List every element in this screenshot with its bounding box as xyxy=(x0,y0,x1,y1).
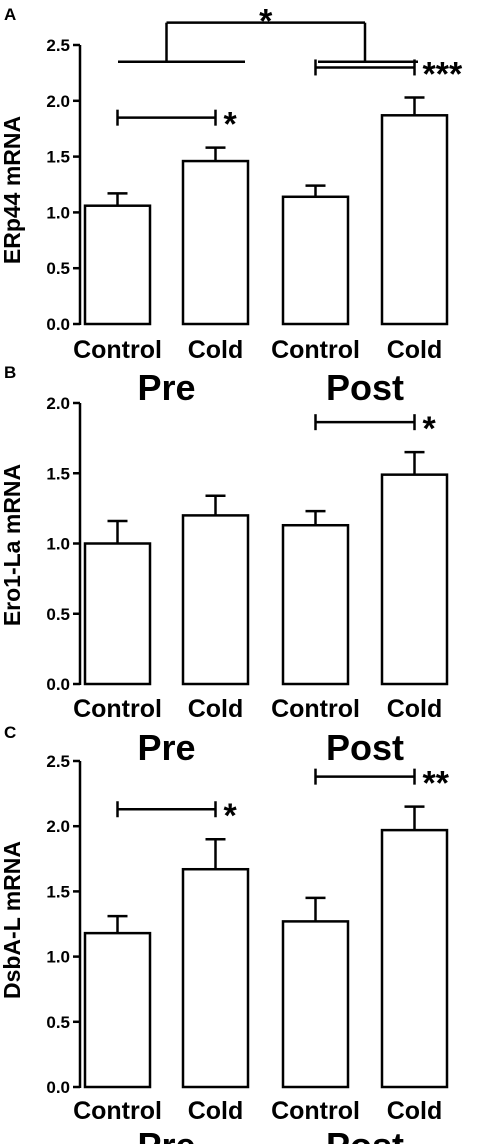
y-tick-label: 2.0 xyxy=(46,394,70,413)
x-category-label: Cold xyxy=(387,695,443,723)
x-category-label: Control xyxy=(73,695,162,723)
significance-star: *** xyxy=(423,55,463,93)
x-category-label: Cold xyxy=(188,336,244,364)
bar xyxy=(281,920,350,1089)
x-group-label: Pre xyxy=(137,367,195,408)
bar xyxy=(281,523,350,686)
bar xyxy=(380,828,449,1089)
significance-star: * xyxy=(224,797,238,835)
x-category-label: Control xyxy=(73,1097,162,1125)
significance-star: * xyxy=(224,106,238,144)
bar xyxy=(181,867,250,1089)
y-tick-label: 1.0 xyxy=(46,948,70,967)
y-axis-label: Ero1-La mRNA xyxy=(0,464,25,626)
y-tick-label: 2.5 xyxy=(46,752,70,771)
y-tick-label: 2.0 xyxy=(46,92,70,111)
y-tick-label: 0.5 xyxy=(46,259,70,278)
y-axis-label: DsbA-L mRNA xyxy=(0,841,25,999)
x-group-label: Post xyxy=(326,727,404,768)
y-tick-label: 1.5 xyxy=(46,464,70,483)
y-tick-label: 0.0 xyxy=(46,675,70,694)
y-tick-label: 0.5 xyxy=(46,1013,70,1032)
x-group-label: Pre xyxy=(137,727,195,768)
x-category-label: Control xyxy=(271,1097,360,1125)
panel-letter: C xyxy=(4,723,16,742)
x-category-label: Control xyxy=(271,336,360,364)
y-tick-label: 2.5 xyxy=(46,36,70,55)
x-category-label: Control xyxy=(271,695,360,723)
y-tick-label: 0.0 xyxy=(46,315,70,334)
bar xyxy=(83,542,152,686)
significance-star: ** xyxy=(423,765,450,803)
y-axis-label: ERp44 mRNA xyxy=(0,116,25,264)
x-category-label: Cold xyxy=(387,1097,443,1125)
panel-letter: B xyxy=(4,363,16,382)
x-category-label: Cold xyxy=(188,1097,244,1125)
y-tick-label: 0.5 xyxy=(46,605,70,624)
y-tick-label: 1.0 xyxy=(46,203,70,222)
panel-letter: A xyxy=(4,5,16,24)
bar xyxy=(181,514,250,686)
x-category-label: Cold xyxy=(387,336,443,364)
x-category-label: Control xyxy=(73,336,162,364)
bar xyxy=(181,159,250,326)
y-tick-label: 1.0 xyxy=(46,535,70,554)
bar xyxy=(380,473,449,686)
x-group-label: Post xyxy=(326,367,404,408)
x-group-label: Pre xyxy=(137,1125,195,1144)
significance-star: * xyxy=(259,3,273,41)
y-tick-label: 2.0 xyxy=(46,817,70,836)
y-tick-label: 0.0 xyxy=(46,1078,70,1097)
bar xyxy=(83,204,152,326)
bar xyxy=(83,931,152,1089)
significance-star: * xyxy=(423,410,437,448)
x-category-label: Cold xyxy=(188,695,244,723)
y-tick-label: 1.5 xyxy=(46,882,70,901)
y-tick-label: 1.5 xyxy=(46,148,70,167)
x-group-label: Post xyxy=(326,1125,404,1144)
bar xyxy=(281,195,350,326)
bar xyxy=(380,114,449,326)
